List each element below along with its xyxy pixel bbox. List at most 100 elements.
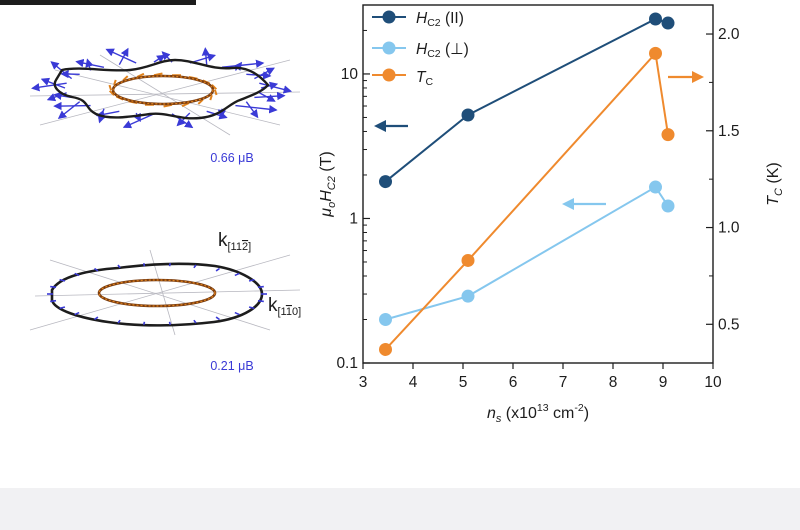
ring-arrow [108,90,115,96]
x-tick-label: 6 [509,374,518,391]
top-inset-moment-label: 0.66 μB [210,151,253,165]
axis-indicator-arrows [374,71,704,210]
y-right-axis-ticks: 0.5 1.0 1.5 2.0 [706,26,740,333]
plot-frame [362,4,714,364]
data-point-tc [379,342,392,356]
bottom-inset-moment-label: 0.21 μB [210,359,253,373]
contour-arrow [117,319,121,324]
data-point-tc [661,128,675,142]
vector-arrow [221,59,265,68]
x-tick-label: 5 [459,374,468,391]
contour-arrow [193,319,197,324]
y-left-tick-label: 10 [341,66,359,83]
vector-arrow [235,104,278,114]
y-right-tick-label: 2.0 [718,26,740,43]
legend-entry-hc2-perp: HC2 (⊥) [372,41,469,60]
series-line-hc2_par [384,17,669,183]
contour-arrow [193,264,197,269]
series-layer [379,12,675,356]
k-label-right: k[110] [268,295,301,318]
contour-arrow [50,285,57,289]
contour-arrow [74,272,80,277]
series-line-hc2_perp [385,185,669,321]
contour-arrow [215,316,220,321]
top-inset-vector-arrows [31,47,293,129]
ring-arrow [197,98,204,105]
bottom-inset-grid [29,249,301,336]
svg-text:HC2 (II): HC2 (II) [416,10,464,29]
y-right-tick-label: 1.0 [718,220,740,237]
x-tick-label: 10 [704,374,722,391]
y-left-axis-label: μoHC2 (T) [318,151,338,217]
contour-arrow [248,278,255,282]
data-point-tc [649,46,662,60]
ring-arrow [181,102,190,108]
contour-arrow [59,306,66,310]
data-point-hc2_par [661,16,675,30]
contour-arrow [117,264,121,269]
contour-arrow [257,285,264,289]
vector-arrow [254,67,275,80]
bottom-inset-small-arrows [47,263,267,325]
vector-arrow [245,101,259,119]
data-point-hc2_perp [379,312,392,326]
x-tick-label: 3 [359,374,368,391]
svg-text:TC: TC [416,69,433,88]
vector-arrow [31,82,67,92]
contour-arrow [234,311,240,316]
ring-arrow [214,89,218,96]
vector-arrow [133,112,141,123]
legend-entry-tc: TC [372,68,433,88]
y-left-tick-label: 0.1 [336,355,358,372]
vector-arrow [105,48,137,64]
contour-arrow [168,321,172,325]
x-tick-label: 8 [609,374,618,391]
x-tick-label: 7 [559,374,568,391]
bottom-inset: k[112] k[110] 0.21 μB [29,230,301,373]
contour-arrow [94,267,99,272]
y-left-axis-ticks: 0.1 1 10 [336,4,370,372]
ring-arrow [209,94,213,101]
top-inset: 0.66 μB [29,47,301,165]
ring-arrow [136,72,145,78]
legend: HC2 (II) HC2 (⊥) TC [372,10,469,88]
data-point-hc2_par [649,12,662,26]
vector-arrow [75,58,105,68]
y-right-tick-label: 1.5 [718,123,740,140]
contour-arrow [50,299,57,303]
x-tick-label: 4 [409,374,418,391]
ring-arrow [122,75,129,82]
top-left-bar [0,0,196,5]
contour-arrow [74,311,80,316]
contour-arrow [59,278,66,282]
data-point-hc2_par [461,108,475,122]
data-point-hc2_perp [649,180,662,194]
contour-arrow [234,272,240,277]
vector-arrow [53,101,91,111]
contour-arrow [257,299,264,303]
ring-arrow [108,84,112,91]
hc2-tc-chart: 3 4 5 6 7 8 9 10 0.1 1 10 0.5 1.0 1.5 2.0 HC2 (II) H… [318,4,785,425]
k-label-top: k[112] [218,230,251,253]
x-axis-ticks: 3 4 5 6 7 8 9 10 [359,363,722,391]
y-left-tick-label: 1 [349,210,358,227]
y-right-axis-label: TC (K) [765,162,785,206]
contour-arrow [215,267,220,272]
series-line-tc [384,51,669,351]
vector-arrow [254,91,286,101]
legend-entry-hc2-par: HC2 (II) [372,10,464,29]
contour-arrow [168,263,172,267]
y-right-tick-label: 0.5 [718,316,740,333]
vector-arrow [259,82,293,94]
data-point-tc [461,253,475,267]
x-axis-label: ns (x1013 cm-2) [487,402,589,425]
top-inset-outer-contour [53,58,270,120]
top-inset-grid [29,54,301,136]
footer-band [0,488,800,530]
contour-arrow [142,263,146,267]
ring-arrow [113,79,117,86]
contour-arrow [142,321,146,325]
vector-arrow [176,112,191,127]
x-tick-label: 9 [659,374,668,391]
